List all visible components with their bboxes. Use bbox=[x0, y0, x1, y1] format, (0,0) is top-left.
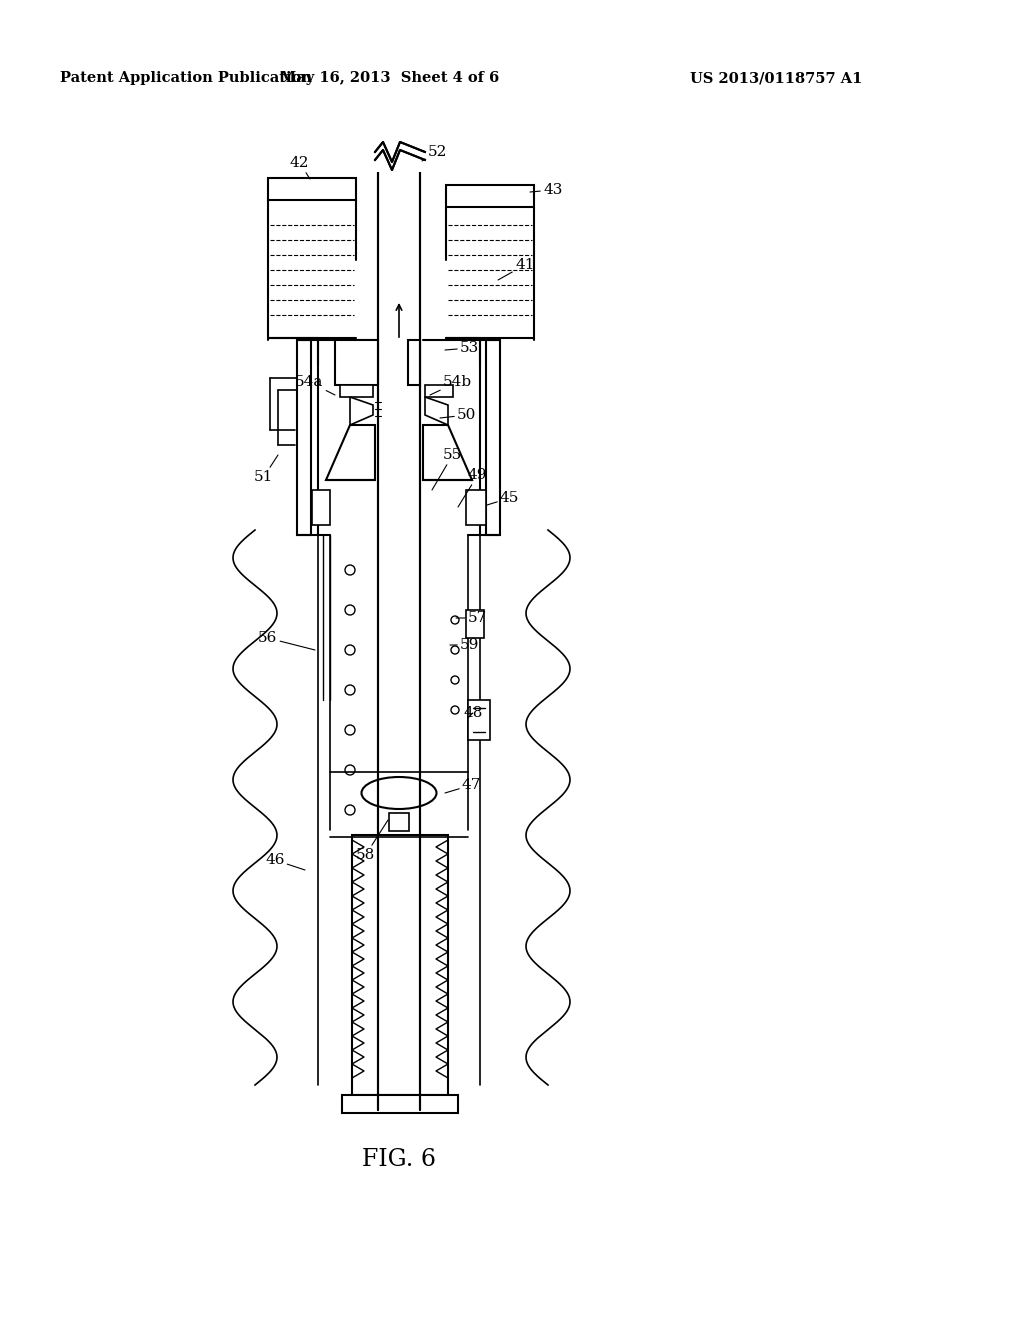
Polygon shape bbox=[350, 397, 373, 425]
Bar bbox=[466, 610, 484, 638]
Text: 50: 50 bbox=[440, 408, 476, 422]
Text: 59: 59 bbox=[450, 638, 479, 652]
Text: 54b: 54b bbox=[430, 375, 472, 395]
Text: 52: 52 bbox=[422, 145, 447, 161]
Text: 43: 43 bbox=[530, 183, 562, 197]
Text: 42: 42 bbox=[290, 156, 310, 180]
Text: 47: 47 bbox=[445, 777, 481, 793]
Bar bbox=[268, 178, 356, 201]
Polygon shape bbox=[233, 1085, 570, 1144]
Bar bbox=[468, 700, 490, 741]
Text: 54a: 54a bbox=[295, 375, 335, 395]
Polygon shape bbox=[233, 531, 318, 1085]
Bar bbox=[312, 490, 330, 525]
Bar bbox=[352, 836, 449, 1096]
Text: 41: 41 bbox=[498, 257, 535, 280]
Bar bbox=[486, 341, 500, 535]
Text: 53: 53 bbox=[445, 341, 479, 355]
Bar bbox=[378, 170, 420, 1110]
Bar bbox=[340, 385, 373, 397]
Text: 56: 56 bbox=[258, 631, 315, 649]
Bar bbox=[373, 140, 429, 172]
Text: May 16, 2013  Sheet 4 of 6: May 16, 2013 Sheet 4 of 6 bbox=[281, 71, 500, 84]
Text: 49: 49 bbox=[458, 469, 487, 507]
Polygon shape bbox=[423, 425, 472, 480]
Text: 45: 45 bbox=[487, 491, 519, 506]
Text: 51: 51 bbox=[254, 455, 278, 484]
Text: Patent Application Publication: Patent Application Publication bbox=[60, 71, 312, 84]
Bar bbox=[342, 1096, 458, 1113]
Text: FIG. 6: FIG. 6 bbox=[362, 1148, 436, 1172]
Text: 55: 55 bbox=[432, 447, 462, 490]
Text: 48: 48 bbox=[463, 706, 482, 719]
Polygon shape bbox=[326, 425, 375, 480]
Bar bbox=[473, 708, 485, 733]
Bar bbox=[466, 490, 486, 525]
Bar bbox=[389, 813, 409, 832]
Text: 57: 57 bbox=[456, 611, 487, 624]
Text: 58: 58 bbox=[356, 820, 388, 862]
Bar bbox=[425, 385, 453, 397]
Bar bbox=[297, 341, 311, 535]
Bar bbox=[408, 341, 420, 385]
Polygon shape bbox=[425, 397, 449, 425]
Bar bbox=[335, 341, 378, 385]
Text: 46: 46 bbox=[265, 853, 305, 870]
Polygon shape bbox=[480, 531, 570, 1085]
Bar bbox=[446, 185, 534, 207]
Text: US 2013/0118757 A1: US 2013/0118757 A1 bbox=[690, 71, 862, 84]
